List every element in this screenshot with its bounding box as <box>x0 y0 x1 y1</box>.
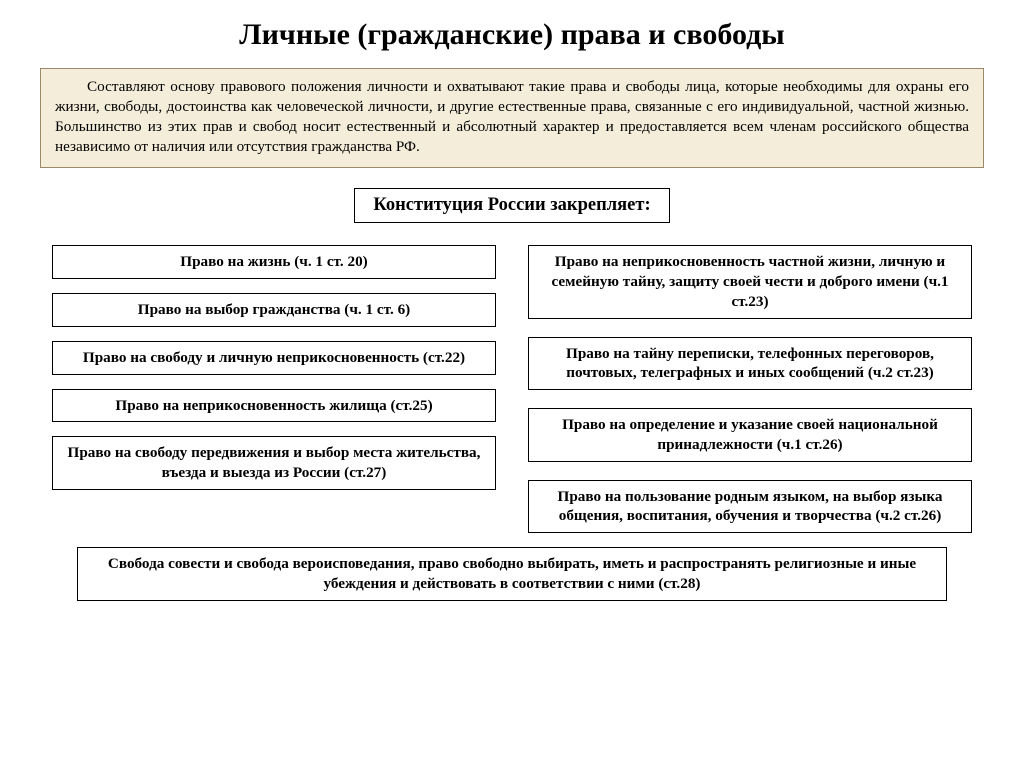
bottom-item: Свобода совести и свобода вероисповедани… <box>77 547 947 601</box>
right-item: Право на жизнь (ч. 1 ст. 20) <box>52 245 496 279</box>
intro-text: Составляют основу правового положения ли… <box>55 78 969 155</box>
page-title: Личные (гражданские) права и свободы <box>40 18 984 52</box>
left-column: Право на жизнь (ч. 1 ст. 20) Право на вы… <box>52 245 496 533</box>
right-item: Право на неприкосновенность частной жизн… <box>528 245 972 318</box>
intro-box: Составляют основу правового положения ли… <box>40 68 984 168</box>
right-column: Право на неприкосновенность частной жизн… <box>528 245 972 533</box>
right-item: Право на выбор гражданства (ч. 1 ст. 6) <box>52 293 496 327</box>
two-columns: Право на жизнь (ч. 1 ст. 20) Право на вы… <box>40 245 984 533</box>
right-item: Право на неприкосновенность жилища (ст.2… <box>52 389 496 423</box>
right-item: Право на определение и указание своей на… <box>528 408 972 462</box>
right-item: Право на свободу передвижения и выбор ме… <box>52 436 496 490</box>
constitution-box: Конституция России закрепляет: <box>354 188 669 223</box>
right-item: Право на пользование родным языком, на в… <box>528 480 972 534</box>
right-item: Право на свободу и личную неприкосновенн… <box>52 341 496 375</box>
right-item: Право на тайну переписки, телефонных пер… <box>528 337 972 391</box>
bottom-row: Свобода совести и свобода вероисповедани… <box>40 547 984 601</box>
constitution-row: Конституция России закрепляет: <box>40 188 984 223</box>
